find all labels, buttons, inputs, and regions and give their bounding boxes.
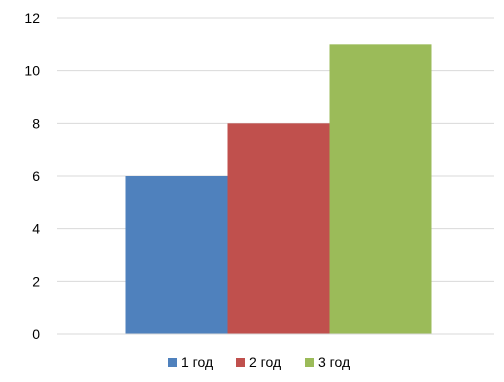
legend-label: 1 год [181, 354, 213, 370]
y-tick-label: 12 [24, 10, 40, 26]
y-tick-label: 2 [32, 273, 40, 289]
bar-series-1 [125, 176, 228, 334]
y-axis: 0 2 4 6 8 10 12 [24, 10, 40, 342]
legend-swatch [305, 358, 314, 367]
legend: 1 год 2 год 3 год [168, 354, 350, 370]
bar-series-2 [227, 123, 330, 334]
bars [125, 44, 432, 334]
bar-series-3 [329, 44, 432, 334]
legend-swatch [168, 358, 177, 367]
y-tick-label: 6 [32, 168, 40, 184]
legend-label: 2 год [249, 354, 281, 370]
legend-swatch [236, 358, 245, 367]
y-tick-label: 8 [32, 115, 40, 131]
y-tick-label: 10 [24, 63, 40, 79]
y-tick-label: 4 [32, 221, 40, 237]
legend-label: 3 год [318, 354, 350, 370]
y-tick-label: 0 [32, 326, 40, 342]
